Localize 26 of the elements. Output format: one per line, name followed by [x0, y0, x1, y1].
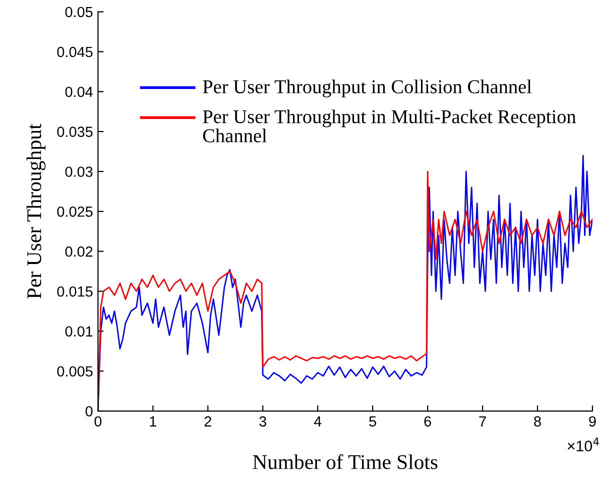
x-tick-label: 4	[314, 416, 322, 426]
x-tick-label: 0	[94, 416, 102, 427]
y-tick-label: 0.045	[57, 46, 93, 58]
x-tick-label: 3	[259, 416, 266, 427]
y-tick-label: 0.02	[65, 246, 92, 257]
y-tick-label: 0.025	[57, 206, 93, 217]
x-tick-label: 6	[424, 416, 432, 427]
x-axis-title: Number of Time Slots	[252, 454, 438, 470]
y-tick-label: 0.035	[57, 126, 93, 137]
text: ×10$^{4}$	[568, 438, 599, 452]
y-tick-label: 0.015	[57, 286, 93, 297]
x-tick-label: 2	[204, 416, 212, 426]
x-tick-label: 8	[534, 416, 541, 427]
y-tick-label: 0.005	[57, 366, 93, 377]
y-tick-label: 0	[86, 406, 93, 416]
x-tick-label: 7	[479, 416, 486, 426]
y-tick-label: 0.01	[65, 326, 92, 337]
x-tick-label: 1	[150, 416, 156, 426]
x-tick-label: 5	[369, 416, 376, 427]
y-axis-title: Per User Throughput	[26, 124, 46, 299]
y-tick-label: 0.04	[65, 86, 93, 98]
legend-label: Per User Throughput in Collision Channel	[202, 80, 532, 98]
legend-label: Per User Throughput in Multi-Packet Reception Channel	[202, 110, 576, 142]
y-tick-label: 0.03	[65, 166, 92, 177]
y-tick-label: 0.05	[65, 6, 93, 18]
x-tick-label: 9	[589, 416, 596, 427]
